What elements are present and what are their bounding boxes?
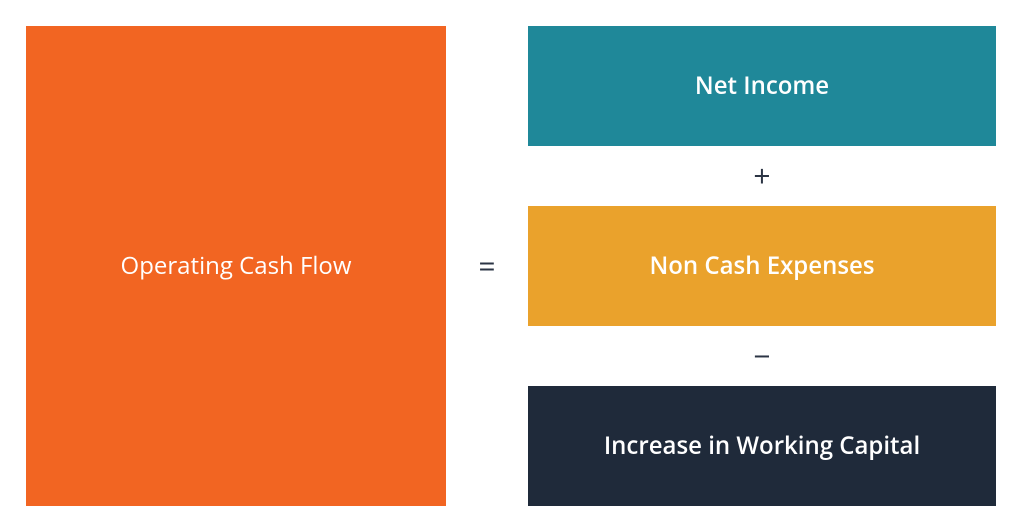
equals-symbol: = bbox=[478, 245, 495, 286]
term-label: Net Income bbox=[695, 69, 829, 102]
left-result-box: Operating Cash Flow bbox=[26, 26, 446, 506]
right-column: Net Income + Non Cash Expenses − Increas… bbox=[528, 26, 996, 506]
term-box-net-income: Net Income bbox=[528, 26, 996, 146]
left-result-label: Operating Cash Flow bbox=[121, 249, 352, 282]
plus-symbol: + bbox=[753, 155, 770, 196]
ocf-formula-diagram: Operating Cash Flow = Net Income + Non C… bbox=[0, 0, 1024, 531]
term-box-non-cash-expenses: Non Cash Expenses bbox=[528, 206, 996, 326]
term-label: Non Cash Expenses bbox=[649, 249, 874, 282]
term-box-increase-working-capital: Increase in Working Capital bbox=[528, 386, 996, 506]
term-label: Increase in Working Capital bbox=[604, 429, 920, 462]
operator-minus: − bbox=[528, 326, 996, 386]
minus-symbol: − bbox=[753, 335, 770, 376]
operator-plus: + bbox=[528, 146, 996, 206]
equals-sign: = bbox=[446, 245, 528, 286]
